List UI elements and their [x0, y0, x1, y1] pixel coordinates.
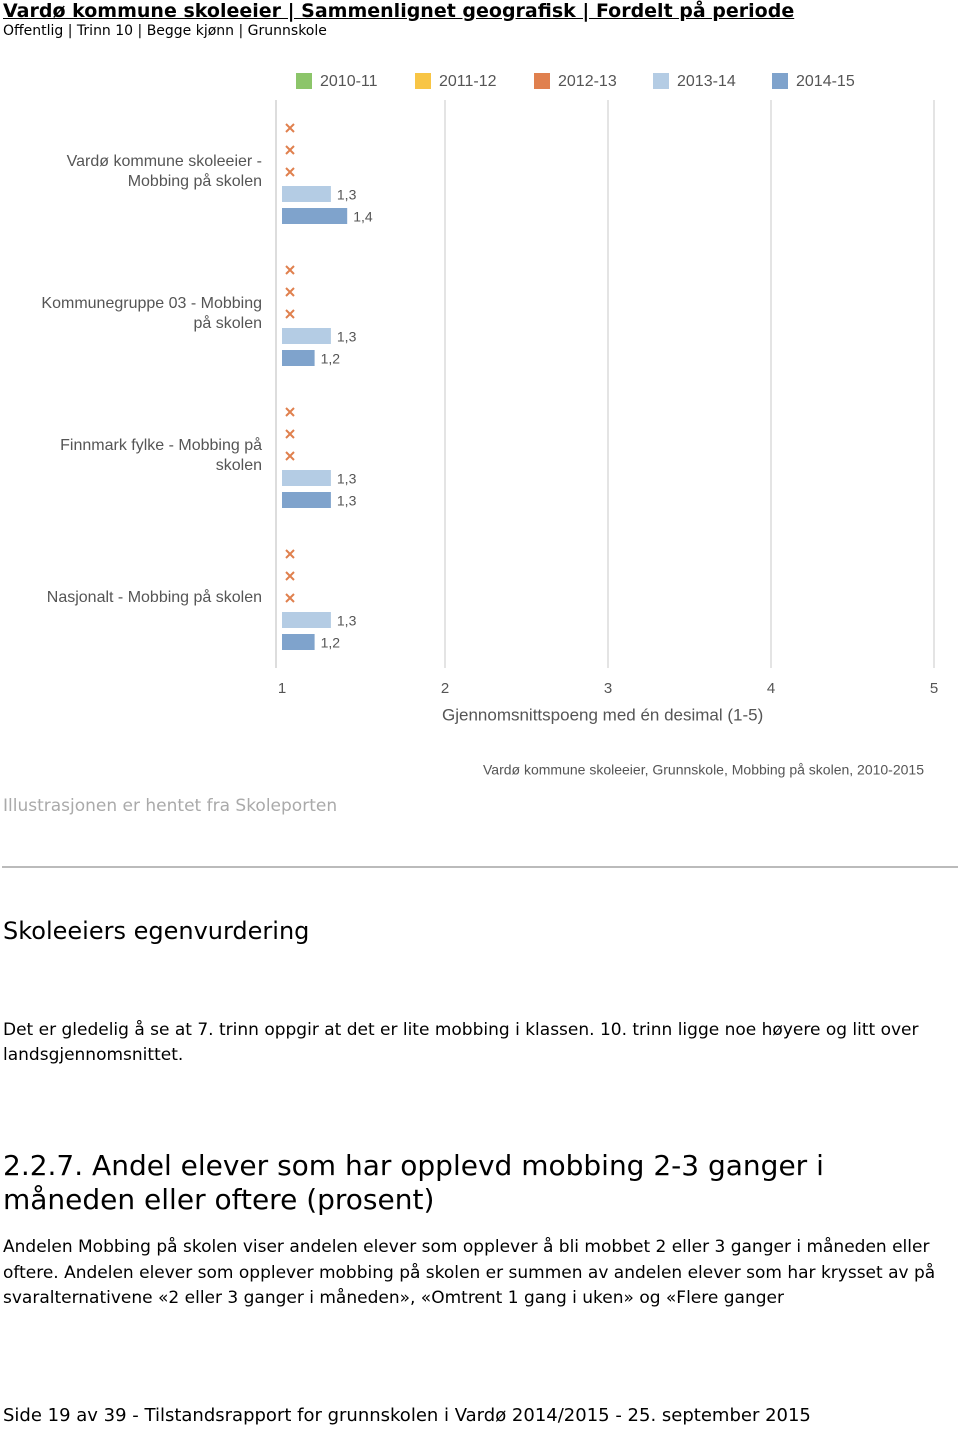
- header-title: Vardø kommune skoleeier | Sammenlignet g…: [3, 0, 795, 22]
- missing-marker: [285, 287, 295, 297]
- missing-marker: [285, 145, 295, 155]
- missing-marker: [285, 167, 295, 177]
- missing-marker: [285, 429, 295, 439]
- value-label: 1,3: [337, 329, 357, 345]
- bar: [282, 328, 331, 344]
- x-tick-label: 2: [441, 680, 449, 697]
- chart-caption: Vardø kommune skoleeier, Grunnskole, Mob…: [483, 762, 924, 778]
- bar: [282, 612, 331, 628]
- value-label: 1,3: [337, 493, 357, 509]
- missing-marker: [285, 549, 295, 559]
- bar: [282, 186, 331, 202]
- value-label: 1,2: [321, 635, 341, 651]
- value-label: 1,3: [337, 187, 357, 203]
- bar: [282, 634, 315, 650]
- category-label: Vardø kommune skoleeier - Mobbing på sko…: [66, 153, 262, 190]
- section-heading: Skoleeiers egenvurdering: [3, 917, 310, 945]
- category-label: Finnmark fylke - Mobbing på skolen: [60, 437, 262, 474]
- legend-swatch: [653, 73, 669, 89]
- missing-marker: [285, 123, 295, 133]
- missing-marker: [285, 407, 295, 417]
- missing-marker: [285, 265, 295, 275]
- x-tick-label: 4: [767, 680, 775, 697]
- footer: Side 19 av 39 - Tilstandsrapport for gru…: [3, 1405, 811, 1426]
- x-tick-label: 3: [604, 680, 612, 697]
- value-label: 1,3: [337, 471, 357, 487]
- subsection-heading: 2.2.7. Andel elever som har opplevd mobb…: [3, 1149, 824, 1216]
- legend-swatch: [772, 73, 788, 89]
- legend-swatch: [415, 73, 431, 89]
- chart-svg: 2010-11 2011-12 2012-13 2013-14 2014-15 1 2 3 4 5…: [275, 73, 938, 778]
- legend-label: 2013-14: [677, 73, 736, 90]
- value-label: 1,2: [321, 351, 341, 367]
- category-label: Nasjonalt - Mobbing på skolen: [46, 589, 262, 606]
- legend-label: 2014-15: [796, 73, 855, 90]
- value-label: 1,3: [337, 613, 357, 629]
- value-label: 1,4: [353, 209, 373, 225]
- section-text: Det er gledelig å se at 7. trinn oppgir …: [3, 1020, 919, 1065]
- missing-marker: [285, 451, 295, 461]
- legend-label: 2011-12: [439, 73, 497, 90]
- bar: [282, 470, 331, 486]
- category-label: Kommunegruppe 03 - Mobbing på skolen: [41, 295, 262, 332]
- bar: [282, 492, 331, 508]
- missing-marker: [285, 571, 295, 581]
- header-subtitle: Offentlig | Trinn 10 | Begge kjønn | Gru…: [3, 23, 327, 39]
- x-axis-label: Gjennomsnittspoeng med én desimal (1-5): [442, 705, 763, 724]
- legend-label: 2010-11: [320, 73, 378, 90]
- missing-marker: [285, 309, 295, 319]
- x-tick-label: 1: [278, 680, 286, 697]
- x-tick-label: 5: [930, 680, 938, 697]
- legend-swatch: [296, 73, 312, 89]
- subsection-text: Andelen Mobbing på skolen viser andelen …: [3, 1237, 936, 1308]
- bar: [282, 350, 315, 366]
- source-note: Illustrasjonen er hentet fra Skoleporten: [3, 796, 338, 816]
- bar: [282, 208, 348, 224]
- legend-label: 2012-13: [558, 73, 617, 90]
- divider: [2, 866, 958, 868]
- chart: 2010-11 2011-12 2012-13 2013-14 2014-15 1 2 3 4 5…: [0, 60, 960, 790]
- legend-swatch: [534, 73, 550, 89]
- missing-marker: [285, 593, 295, 603]
